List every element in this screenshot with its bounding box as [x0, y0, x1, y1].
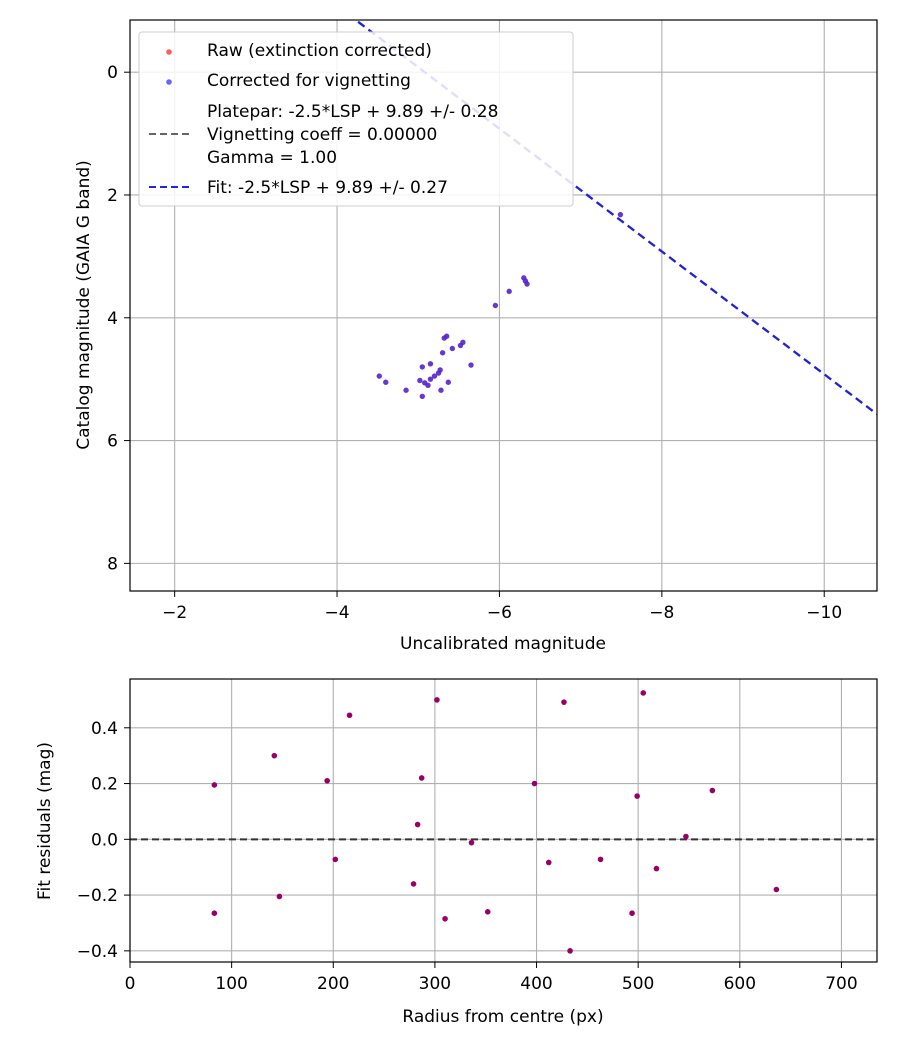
top-y-tick-label: 6: [107, 432, 118, 452]
residual-point: [709, 787, 716, 794]
bottom-x-ticks: 0 100 200 300 400 500 600 700: [125, 962, 858, 994]
star-data-point: [439, 350, 446, 356]
bottom-x-tick-label: 300: [419, 974, 451, 994]
legend-raw-label: Raw (extinction corrected): [207, 41, 432, 61]
star-data-point: [468, 362, 474, 368]
residual-point: [484, 909, 491, 915]
residual-points: [211, 690, 780, 954]
bottom-y-tick-label: −0.2: [77, 886, 118, 906]
residual-point: [640, 690, 647, 696]
residual-point: [434, 697, 440, 703]
legend-box: [138, 31, 574, 207]
bottom-y-tick-label: 0.4: [91, 719, 118, 739]
legend-platepar-label: Platepar: -2.5*LSP + 9.89 +/- 0.28: [207, 102, 498, 122]
residual-point: [634, 793, 640, 799]
bottom-y-axis-label: Fit residuals (mag): [35, 742, 55, 900]
bottom-y-ticks: −0.4 −0.2 0.0 0.2 0.4: [77, 719, 130, 962]
star-data-point: [383, 379, 389, 385]
top-y-ticks: 0 2 4 6 8: [107, 63, 130, 574]
residual-point: [332, 856, 339, 863]
top-y-tick-label: 0: [107, 63, 118, 83]
residual-point: [531, 780, 538, 787]
legend-corrected-marker: [166, 79, 172, 85]
residual-point: [545, 859, 552, 866]
top-x-tick-label: −4: [325, 603, 350, 623]
star-data-point: [427, 361, 434, 367]
top-x-tick-label: −8: [649, 603, 674, 623]
top-x-tick-label: −10: [806, 603, 842, 623]
residual-point: [418, 775, 425, 781]
star-data-point: [376, 373, 382, 379]
star-data-point: [425, 382, 431, 389]
bottom-x-tick-label: 0: [125, 974, 136, 994]
residual-point: [561, 699, 567, 705]
star-data-point: [617, 211, 624, 218]
star-data-point: [427, 376, 434, 382]
legend-gamma-label: Gamma = 1.00: [207, 148, 337, 168]
bottom-y-tick-label: 0.2: [91, 775, 118, 795]
top-x-tick-label: −2: [162, 603, 187, 623]
top-x-tick-label: −6: [487, 603, 512, 623]
bottom-x-tick-label: 400: [520, 974, 552, 994]
top-y-axis-label: Catalog magnitude (GAIA G band): [74, 160, 94, 450]
legend-raw-marker: [166, 49, 172, 55]
top-plot-frame: [129, 19, 878, 592]
residual-point: [211, 910, 218, 917]
bottom-grid: [129, 679, 877, 962]
top-y-tick-label: 8: [107, 554, 118, 574]
bottom-x-tick-label: 600: [724, 974, 756, 994]
legend-fit-label: Fit: -2.5*LSP + 9.89 +/- 0.27: [207, 178, 448, 198]
top-data-points: [376, 211, 624, 400]
residual-point: [597, 856, 604, 863]
top-x-ticks: −2 −4 −6 −8 −10: [162, 591, 842, 623]
residual-point: [324, 777, 330, 784]
star-data-point: [419, 393, 426, 400]
star-data-point: [403, 387, 409, 393]
star-data-point: [417, 377, 423, 384]
legend-vignetting-label: Vignetting coeff = 0.00000: [207, 125, 437, 145]
bottom-y-tick-label: 0.0: [91, 830, 118, 850]
residual-point: [653, 865, 660, 872]
star-data-point: [438, 387, 444, 393]
bottom-x-tick-label: 100: [215, 974, 247, 994]
bottom-x-tick-label: 700: [825, 974, 857, 994]
residual-point: [629, 910, 635, 917]
bottom-plot-frame: [129, 678, 878, 963]
residuals-plot: 0 100 200 300 400 500 600 700 −0.4 −0.2 0.0 0.2 0.4…: [35, 678, 878, 1027]
bottom-x-axis-label: Radius from centre (px): [402, 1007, 603, 1027]
residual-point: [468, 839, 475, 846]
star-data-point: [449, 345, 456, 352]
residual-point: [346, 712, 353, 719]
residual-point: [414, 821, 421, 828]
star-data-point: [506, 288, 512, 295]
star-data-point: [443, 333, 450, 339]
bottom-x-tick-label: 200: [317, 974, 349, 994]
star-data-point: [445, 379, 451, 385]
residual-point: [683, 833, 689, 840]
top-y-tick-label: 2: [107, 186, 118, 206]
residual-point: [442, 915, 448, 922]
top-x-axis-label: Uncalibrated magnitude: [400, 634, 606, 654]
legend: Raw (extinction corrected) Corrected for…: [138, 31, 574, 207]
residual-point: [276, 893, 283, 900]
legend-corrected-label: Corrected for vignetting: [207, 71, 411, 91]
top-y-tick-label: 4: [107, 309, 118, 329]
residual-point: [567, 948, 573, 954]
star-data-point: [437, 367, 443, 373]
bottom-x-tick-label: 500: [622, 974, 654, 994]
star-data-point: [460, 339, 466, 346]
residual-point: [410, 881, 417, 887]
star-data-point: [431, 373, 438, 379]
bottom-y-tick-label: −0.4: [77, 942, 118, 962]
star-data-point: [524, 281, 530, 287]
residual-point: [211, 782, 218, 788]
star-data-point: [419, 364, 426, 370]
magnitude-calibration-plot: −2 −4 −6 −8 −10 0 2 4 6 8 Uncalibrated magnitude…: [74, 19, 878, 654]
star-data-point: [492, 302, 499, 309]
residual-point: [271, 752, 278, 759]
residual-point: [773, 886, 780, 893]
